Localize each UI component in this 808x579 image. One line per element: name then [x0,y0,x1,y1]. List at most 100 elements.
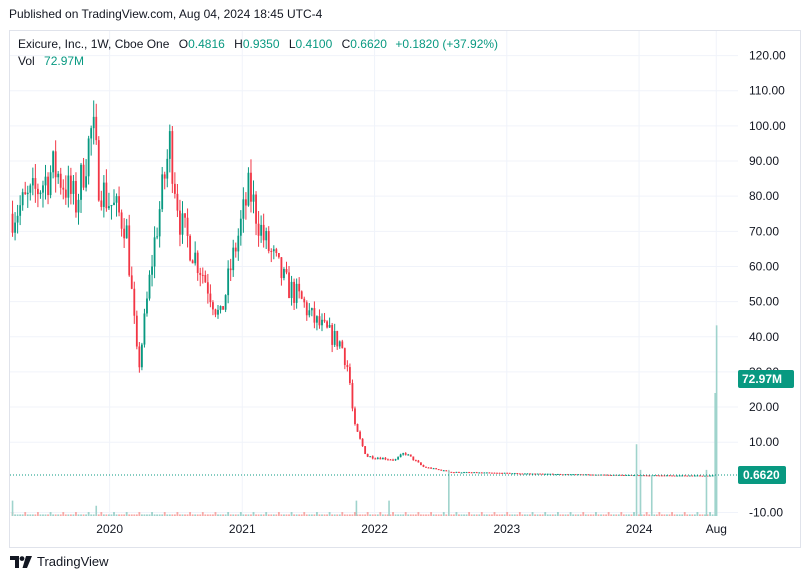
volume-bar [668,514,671,516]
candle-body [80,164,82,200]
volume-bar [16,514,19,516]
volume-bar [503,514,506,516]
candle-body [463,472,465,474]
volume-bar [280,514,283,516]
candle-body [343,348,346,366]
volume-bar [612,514,615,516]
candle-body [313,308,316,323]
candle-body [108,206,110,209]
y-tick-label: 100.00 [749,119,786,133]
volume-bar [389,514,392,516]
volume-bar [615,514,618,516]
volume-bar [485,514,488,516]
volume-bar [237,514,240,516]
candle-body [272,249,275,252]
volume-bar [179,514,181,516]
volume-bar [64,514,67,516]
volume-bar [303,512,306,516]
candle-body [247,172,250,206]
y-tick-label: 50.00 [749,295,779,309]
candle-body [72,180,75,194]
candle-body [49,172,52,196]
volume-bar [267,514,270,516]
candle-body [551,473,554,475]
volume-bar [628,514,630,516]
volume-badge-label: 72.97M [742,372,782,386]
volume-bar [450,514,453,516]
volume-bar [52,514,55,516]
candle-body [589,474,592,476]
volume-bar [427,514,430,516]
volume-bar [14,514,16,516]
candle-body [704,475,706,477]
open-key: O [178,37,189,51]
volume-bar [321,514,323,516]
volume-bar [209,514,212,516]
last-price-badge [738,466,786,485]
volume-bar [189,512,192,516]
candle-body [283,269,285,279]
candle-body [95,116,98,141]
volume-spike [635,444,638,516]
volume-bar [247,514,250,516]
candle-body [508,472,511,474]
low-key: L [288,37,296,51]
volume-bar [432,514,435,516]
candle-body [54,151,57,178]
volume-bar [138,512,141,516]
candle-body [498,472,501,474]
candle-body [242,199,245,219]
volume-bar [295,514,298,516]
candle-body [21,192,24,206]
tradingview-brand[interactable]: TradingView [10,554,109,569]
volume-bar [36,512,39,516]
volume-bar [277,512,280,516]
x-tick-label: 2021 [229,522,256,536]
volume-bar [227,512,230,516]
candle-body [427,467,430,469]
volume-bar [658,512,661,516]
candle-body [610,474,613,476]
volume-price-badge [738,369,794,388]
volume-bar [582,512,585,516]
candle-body [212,302,214,310]
candle-body [321,319,323,326]
volume-bar [54,514,57,516]
volume-bar [199,514,202,516]
candle-body [171,131,174,184]
volume-bar [569,512,572,516]
volume-bar [49,512,52,516]
volume-bar [409,514,412,516]
candle-body [473,472,476,474]
volume-key[interactable]: Vol [18,54,35,68]
symbol-label[interactable]: Exicure, Inc., 1W, Cboe One [18,37,170,51]
volume-bar [480,512,483,516]
volume-spike [714,392,716,516]
candle-body [290,281,293,299]
volume-bar [693,514,696,516]
candle-body [625,474,628,476]
volume-bar [556,512,559,516]
volume-spike [388,500,390,516]
volume-bar [21,514,24,516]
candle-body [244,199,247,206]
candle-body [275,249,278,254]
volume-bar [331,514,334,516]
volume-bar [597,514,600,516]
volume-bar [305,514,308,516]
volume-bar [430,512,432,516]
candle-body [85,176,88,188]
candle-body [82,164,85,188]
volume-bar [518,512,521,516]
candle-body [440,469,443,471]
volume-bar [392,512,394,516]
candle-body [483,472,486,474]
high-value: 0.9350 [242,37,280,51]
volume-bar [234,514,237,516]
volume-bar [42,514,44,516]
volume-bar [348,514,351,516]
volume-spike [448,469,450,516]
volume-bar [333,514,336,516]
candle-body [605,474,608,476]
